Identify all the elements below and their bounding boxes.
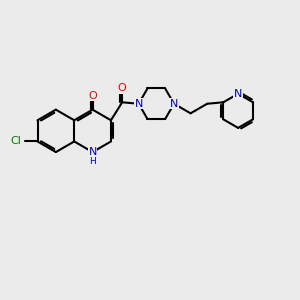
Text: N: N	[134, 99, 143, 109]
Text: N: N	[170, 99, 178, 109]
Text: H: H	[89, 157, 96, 166]
Text: Cl: Cl	[11, 136, 22, 146]
Text: O: O	[118, 83, 127, 93]
Text: N: N	[234, 89, 242, 99]
Text: N: N	[88, 147, 97, 157]
Text: O: O	[88, 91, 97, 100]
